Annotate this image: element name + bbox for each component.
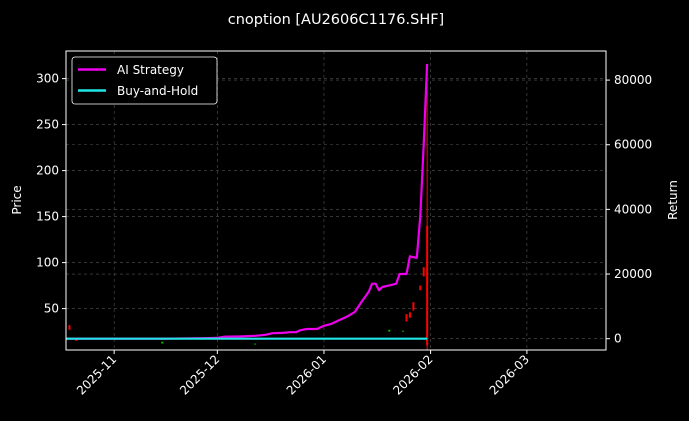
y-left-tick-label: 300 — [36, 72, 59, 86]
y-left-tick-label: 100 — [36, 256, 59, 270]
price-bar — [422, 267, 425, 277]
y-axis-left-title: Price — [10, 185, 24, 214]
y-axis-right-title: Return — [666, 180, 680, 220]
legend-label-ai-strategy: AI Strategy — [117, 63, 184, 77]
price-bar — [161, 341, 164, 344]
y-right-tick-label: 0 — [614, 332, 622, 346]
y-right-tick-label: 80000 — [614, 73, 652, 87]
series-lines — [66, 63, 429, 340]
series-line-ai-strategy — [66, 63, 429, 340]
y-left-tick-label: 250 — [36, 118, 59, 132]
y-right-tick-label: 60000 — [614, 138, 652, 152]
price-bar — [68, 325, 71, 330]
price-bar — [388, 329, 391, 332]
y-left-tick-label: 200 — [36, 164, 59, 178]
chart-title: cnoption [AU2606C1176.SHF] — [228, 12, 444, 28]
legend: AI Strategy Buy-and-Hold — [71, 56, 218, 105]
price-bar — [408, 312, 411, 318]
legend-label-buy-and-hold: Buy-and-Hold — [117, 84, 198, 98]
y-left-tick-label: 150 — [36, 210, 59, 224]
plot-frame — [65, 50, 607, 351]
price-bar — [405, 314, 408, 322]
price-bar — [254, 343, 257, 345]
y-left-tick-label: 50 — [44, 302, 59, 316]
price-bar — [412, 302, 415, 311]
price-bar — [419, 285, 422, 291]
legend-box — [71, 56, 218, 105]
price-bar — [402, 330, 405, 332]
y-right-tick-label: 20000 — [614, 267, 652, 281]
y-right-tick-label: 40000 — [614, 202, 652, 216]
price-bar — [426, 225, 429, 346]
